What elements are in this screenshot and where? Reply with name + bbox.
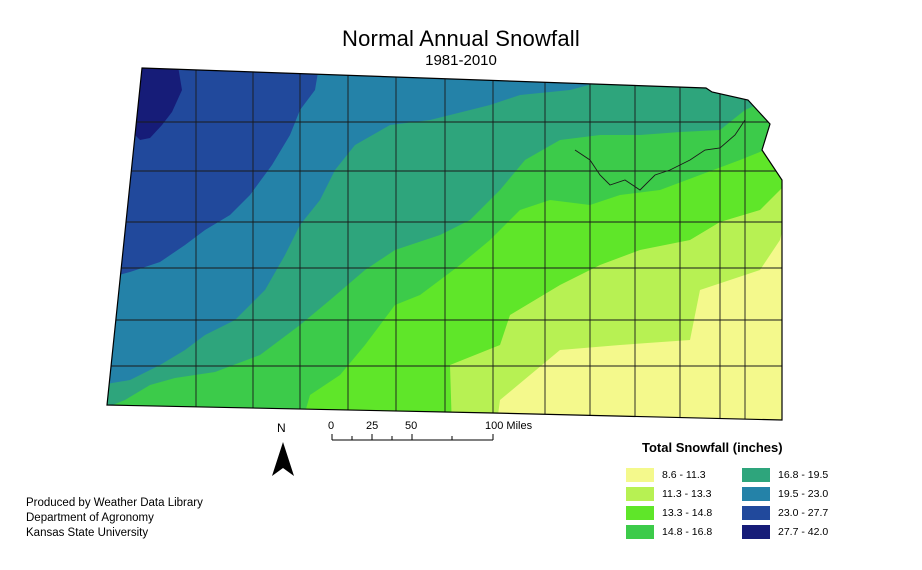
credits-line: Kansas State University xyxy=(26,527,149,539)
legend-label: 27.7 - 42.0 xyxy=(778,526,829,538)
legend-label: 19.5 - 23.0 xyxy=(778,488,829,500)
credits-block: Produced by Weather Data Library Departm… xyxy=(26,496,203,541)
legend-title: Total Snowfall (inches) xyxy=(642,440,783,455)
scale-label-50: 50 xyxy=(405,420,418,432)
map-subtitle: 1981-2010 xyxy=(425,52,497,69)
scale-label-25: 25 xyxy=(366,420,379,432)
legend-swatch xyxy=(742,487,770,501)
legend-label: 13.3 - 14.8 xyxy=(662,507,713,519)
county-boundaries xyxy=(107,68,782,420)
legend-item: 11.3 - 13.3 xyxy=(626,487,711,501)
legend-item: 16.8 - 19.5 xyxy=(742,468,828,482)
north-arrow-label: N xyxy=(277,421,286,435)
legend-item: 14.8 - 16.8 xyxy=(626,525,712,539)
legend-swatch xyxy=(742,468,770,482)
legend-swatch xyxy=(626,525,654,539)
legend-swatch xyxy=(742,506,770,520)
legend-swatch xyxy=(742,525,770,539)
north-arrow-icon xyxy=(272,442,294,476)
legend-swatch xyxy=(626,468,654,482)
scale-label-100-miles: 100 Miles xyxy=(485,420,533,432)
legend-item: 23.0 - 27.7 xyxy=(742,506,828,520)
legend-label: 16.8 - 19.5 xyxy=(778,469,829,481)
scale-bar xyxy=(331,434,494,441)
credits-line: Department of Agronomy xyxy=(26,512,154,524)
legend-item: 19.5 - 23.0 xyxy=(742,487,828,501)
snowfall-zones xyxy=(107,68,782,420)
kansas-border xyxy=(106,67,783,421)
scale-label-0: 0 xyxy=(328,420,335,432)
legend-swatch xyxy=(626,487,654,501)
legend-item: 8.6 - 11.3 xyxy=(626,468,706,482)
legend-swatch xyxy=(626,506,654,520)
legend-label: 8.6 - 11.3 xyxy=(662,469,706,481)
legend-item: 27.7 - 42.0 xyxy=(742,525,828,539)
legend-item: 13.3 - 14.8 xyxy=(626,506,712,520)
legend-label: 23.0 - 27.7 xyxy=(778,507,829,519)
credits-line: Produced by Weather Data Library xyxy=(26,497,203,509)
legend-label: 14.8 - 16.8 xyxy=(662,526,713,538)
legend-label: 11.3 - 13.3 xyxy=(662,488,712,500)
map-title: Normal Annual Snowfall xyxy=(342,26,580,51)
